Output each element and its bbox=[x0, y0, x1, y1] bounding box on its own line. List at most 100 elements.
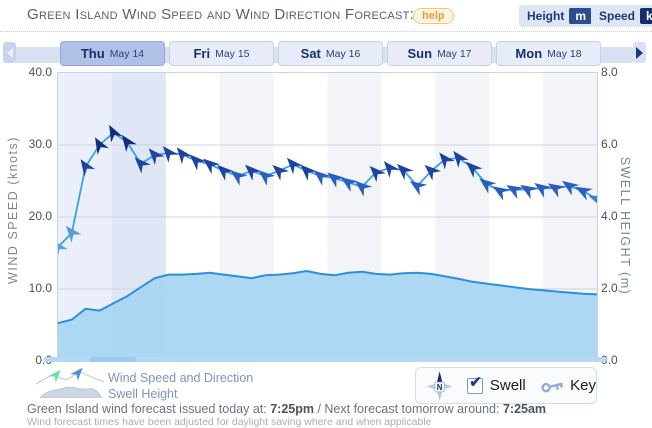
wind-direction-arrow bbox=[547, 183, 566, 198]
wind-direction-arrow bbox=[80, 159, 96, 177]
wind-direction-arrow bbox=[453, 150, 469, 168]
wind-direction-arrow bbox=[176, 147, 193, 165]
chart-controls: N Swell Key bbox=[415, 367, 597, 404]
right-axis-tick: 4.0 bbox=[601, 209, 618, 223]
wind-direction-arrow bbox=[286, 157, 303, 175]
wind-direction-arrow bbox=[300, 164, 317, 181]
speed-unit-toggle[interactable]: Speed knots bbox=[591, 5, 652, 27]
wind-direction-arrow bbox=[272, 164, 290, 181]
right-axis-tick: 8.0 bbox=[601, 65, 618, 79]
wind-direction-arrow bbox=[109, 124, 123, 143]
wind-direction-arrow bbox=[409, 180, 428, 196]
wind-direction-arrow bbox=[327, 172, 345, 188]
swell-area bbox=[58, 271, 597, 361]
left-axis-tick: 40.0 bbox=[28, 65, 52, 79]
tab-sun[interactable]: Sun May 17 bbox=[387, 41, 492, 66]
wind-direction-arrow bbox=[203, 158, 220, 175]
tab-date-label: May 17 bbox=[437, 47, 472, 60]
next-day-button[interactable] bbox=[633, 42, 646, 63]
speed-toggle-label: Speed bbox=[599, 9, 636, 23]
tab-day-label: Mon bbox=[515, 46, 543, 61]
key-button-label[interactable]: Key bbox=[570, 377, 596, 394]
wind-direction-arrow bbox=[258, 170, 276, 186]
wind-direction-arrow bbox=[520, 184, 538, 200]
right-axis-tick: 2.0 bbox=[601, 281, 618, 295]
wind-legend-icon bbox=[36, 367, 104, 385]
wind-direction-arrow bbox=[134, 157, 151, 174]
tab-date-label: May 15 bbox=[215, 47, 250, 60]
wind-direction-arrow bbox=[230, 170, 248, 186]
tab-day-label: Thu bbox=[80, 46, 105, 61]
tab-date-label: May 16 bbox=[325, 47, 361, 60]
compass-n-label: N bbox=[437, 382, 443, 391]
tab-day-label: Fri bbox=[193, 46, 211, 61]
wind-legend-label: Wind Speed and Direction bbox=[108, 371, 254, 385]
compass-icon[interactable]: N bbox=[425, 370, 454, 402]
wind-direction-arrow bbox=[575, 186, 593, 201]
wind-direction-arrow bbox=[189, 154, 207, 171]
wind-direction-arrow bbox=[424, 164, 442, 181]
wind-direction-arrow bbox=[95, 137, 109, 155]
wind-direction-arrow bbox=[66, 225, 82, 243]
wind-direction-arrow bbox=[506, 185, 524, 199]
left-axis-title: WIND SPEED (knots) bbox=[6, 136, 20, 284]
wind-direction-arrow bbox=[245, 164, 262, 181]
wind-direction-arrow bbox=[479, 178, 497, 194]
header-separator bbox=[0, 31, 652, 32]
chevron-left-icon bbox=[6, 47, 13, 58]
swell-legend-icon bbox=[40, 386, 102, 398]
left-axis-tick: 30.0 bbox=[28, 137, 52, 151]
tab-mon[interactable]: Mon May 18 bbox=[496, 41, 601, 66]
height-unit-toggle[interactable]: Height m bbox=[519, 5, 596, 27]
issue-time: 7:25pm bbox=[270, 402, 314, 416]
swell-legend-label: Swell Height bbox=[108, 387, 178, 401]
chevron-right-icon bbox=[636, 46, 643, 59]
wind-direction-arrow bbox=[439, 152, 455, 170]
tab-day-label: Sat bbox=[300, 46, 321, 61]
right-axis-title: SWELL HEIGHT (m) bbox=[618, 156, 632, 296]
wind-direction-arrow bbox=[313, 170, 331, 186]
wind-swell-chart bbox=[52, 73, 607, 361]
tab-fri[interactable]: Fri May 15 bbox=[169, 41, 274, 66]
height-unit-badge: m bbox=[569, 8, 593, 24]
tab-day-label: Sun bbox=[407, 46, 433, 61]
wind-direction-arrow bbox=[397, 163, 414, 181]
wind-direction-arrow bbox=[369, 165, 386, 183]
time-scrollbar[interactable] bbox=[44, 357, 607, 362]
wind-direction-arrow bbox=[383, 161, 400, 178]
left-axis-tick: 10.0 bbox=[28, 281, 52, 295]
tab-thu[interactable]: Thu May 14 bbox=[60, 41, 165, 66]
tab-date-label: May 14 bbox=[109, 47, 145, 60]
left-axis-tick: 20.0 bbox=[28, 209, 52, 223]
wind-direction-arrow bbox=[355, 181, 373, 197]
forecast-issue-info: Green Island wind forecast issued today … bbox=[27, 402, 547, 416]
swell-checkbox-label: Swell bbox=[489, 377, 526, 394]
tab-sat[interactable]: Sat May 16 bbox=[278, 41, 383, 66]
prev-day-button[interactable] bbox=[3, 42, 16, 63]
page-title: Green Island Wind Speed and Wind Directi… bbox=[27, 6, 415, 23]
tab-date-label: May 18 bbox=[547, 47, 582, 60]
speed-unit-badge: knots bbox=[640, 8, 652, 24]
scrollbar-thumb[interactable] bbox=[90, 357, 136, 362]
wind-direction-arrow bbox=[148, 148, 165, 166]
next-forecast-time: 7:25am bbox=[502, 402, 547, 416]
right-axis-tick: 0.0 bbox=[601, 353, 618, 367]
wind-direction-arrow bbox=[217, 164, 234, 181]
swell-checkbox[interactable] bbox=[467, 373, 483, 394]
key-icon[interactable] bbox=[539, 376, 565, 395]
forecast-chart-plot bbox=[52, 72, 607, 362]
wind-direction-arrow bbox=[162, 146, 179, 163]
height-toggle-label: Height bbox=[527, 9, 565, 23]
wind-direction-arrow bbox=[492, 186, 511, 201]
wind-direction-arrow bbox=[534, 183, 552, 198]
wind-direction-arrow bbox=[121, 134, 137, 152]
left-axis-tick: 0.0 bbox=[18, 353, 52, 367]
swell-line bbox=[57, 269, 598, 325]
daylight-saving-note: Wind forecast times have been adjusted f… bbox=[27, 416, 432, 428]
day-tabs: Thu May 14 Fri May 15 Sat May 16 Sun May 17 Mon M… bbox=[60, 41, 601, 66]
right-axis-tick: 6.0 bbox=[601, 137, 618, 151]
help-button[interactable]: help bbox=[413, 8, 454, 24]
wind-direction-arrow bbox=[466, 161, 483, 178]
wind-direction-arrow bbox=[340, 177, 359, 193]
wind-direction-arrow bbox=[562, 180, 580, 196]
